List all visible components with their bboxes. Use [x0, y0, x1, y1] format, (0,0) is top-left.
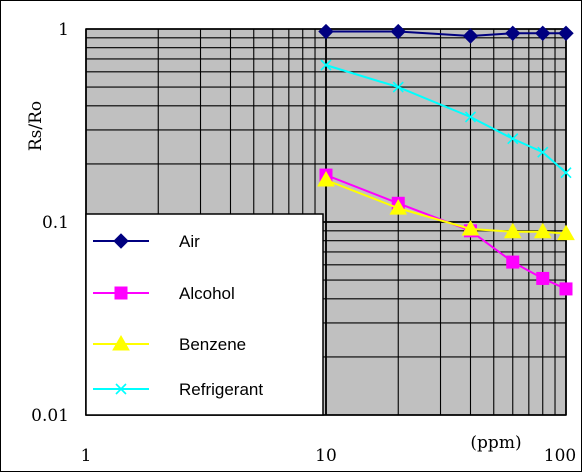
data-point — [560, 167, 572, 179]
data-point — [461, 219, 480, 236]
legend-marker — [114, 286, 128, 300]
x-tick-label: 10 — [315, 446, 337, 466]
legend-label: Air — [179, 232, 200, 251]
legend-item-alcohol: Alcohol — [93, 284, 235, 303]
y-tick-label: 0.01 — [31, 406, 69, 426]
legend-box — [85, 213, 324, 416]
x-tick-label: 1 — [81, 446, 92, 466]
data-point — [558, 25, 574, 42]
data-point — [390, 23, 406, 40]
data-point — [503, 222, 522, 239]
tick-labels: 1 10 100 1 0.1 0.01 — [31, 20, 576, 466]
data-point — [317, 171, 335, 187]
legend-marker — [113, 233, 129, 249]
series-layer — [317, 23, 575, 296]
data-point — [537, 146, 549, 158]
y-tick-label: 1 — [58, 20, 69, 40]
data-point — [464, 111, 477, 123]
data-point — [557, 224, 575, 241]
legend-marker — [115, 383, 127, 395]
series-air — [318, 23, 574, 44]
legend-label: Benzene — [179, 335, 246, 354]
x-axis-unit: (ppm) — [470, 433, 521, 453]
data-point — [389, 199, 408, 215]
data-point — [506, 255, 520, 269]
x-tick-label: 100 — [544, 446, 576, 466]
data-point — [535, 25, 551, 42]
data-point — [318, 23, 334, 40]
data-point — [533, 222, 552, 239]
y-tick-label: 0.1 — [42, 213, 69, 233]
data-point — [505, 25, 521, 42]
data-point — [320, 59, 332, 71]
series-benzene — [317, 171, 575, 241]
legend-item-benzene: Benzene — [93, 334, 246, 354]
legend-item-refrigerant: Refrigerant — [93, 380, 263, 399]
legend-label: Alcohol — [179, 284, 235, 303]
y-axis-label: Rs/Ro — [26, 101, 46, 151]
data-point — [462, 28, 479, 44]
data-point — [392, 81, 404, 93]
data-point — [536, 271, 550, 285]
data-point — [507, 133, 519, 145]
series-refrigerant — [320, 59, 572, 179]
data-point — [559, 282, 573, 296]
legend-marker — [112, 334, 130, 351]
legend: Air Alcohol Benzene Refrigerant — [85, 213, 324, 416]
legend-label: Refrigerant — [179, 380, 263, 399]
legend-item-air: Air — [93, 232, 200, 251]
